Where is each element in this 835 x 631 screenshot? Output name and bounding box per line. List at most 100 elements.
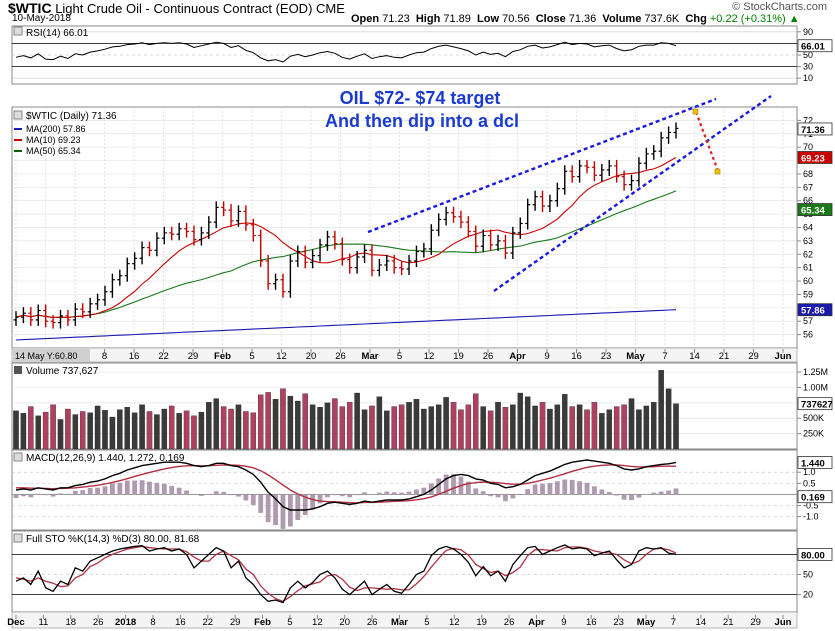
bottom-xaxis-label: 16 bbox=[586, 617, 597, 628]
rsi-last-tag-box bbox=[797, 39, 833, 53]
open-value: 71.23 bbox=[382, 13, 410, 25]
macd-histogram-bar bbox=[21, 494, 26, 497]
macd-histogram-bar bbox=[310, 494, 316, 510]
price-legend: $WTIC (Daily) 71.36 bbox=[26, 111, 117, 122]
volume-bar bbox=[257, 394, 264, 450]
bottom-xaxis-label: 11 bbox=[38, 617, 48, 628]
rsi-tick-label: 50 bbox=[803, 50, 813, 60]
macd-histogram-bar bbox=[28, 494, 34, 498]
price-xaxis-label: 8 bbox=[102, 351, 107, 362]
volume-bar bbox=[458, 409, 464, 450]
macd-histogram-bar bbox=[117, 482, 123, 495]
price-xaxis-label: 26 bbox=[335, 351, 346, 362]
volume-bar bbox=[569, 406, 575, 450]
price-xaxis-label: 29 bbox=[748, 351, 759, 362]
volume-bar bbox=[243, 411, 249, 450]
bottom-xaxis-label: Mar bbox=[391, 617, 408, 628]
ma50-line bbox=[15, 190, 677, 319]
open-label: Open bbox=[351, 13, 380, 25]
macd-histogram-bar bbox=[562, 479, 568, 495]
price-xaxis-label: Feb bbox=[214, 351, 231, 362]
price-xaxis-label: 29 bbox=[188, 351, 199, 362]
macd-histogram-bar bbox=[651, 492, 657, 495]
volume-bar bbox=[532, 405, 538, 450]
volume-bar bbox=[510, 404, 516, 450]
price-xaxis-label: 12 bbox=[424, 351, 435, 362]
price-xaxis-label: 20 bbox=[306, 351, 317, 362]
rsi-legend: RSI(14) 66.01 bbox=[26, 28, 89, 39]
volume-bar bbox=[591, 402, 598, 450]
volume-value: 737.6K bbox=[644, 13, 680, 25]
macd-histogram-bar bbox=[169, 485, 175, 495]
volume-bar bbox=[606, 409, 613, 450]
sto-k-line bbox=[15, 544, 677, 604]
volume-bar bbox=[295, 400, 301, 450]
macd-histogram-bar bbox=[50, 494, 56, 497]
macd-histogram-bar bbox=[606, 491, 612, 495]
volume-bar bbox=[339, 406, 346, 450]
macd-histogram-bar bbox=[592, 486, 597, 495]
chart-date: 10-May-2018 bbox=[12, 13, 71, 24]
volume-bar bbox=[176, 413, 182, 450]
bottom-xaxis-label: 7 bbox=[671, 617, 676, 628]
projected-dip-line bbox=[694, 111, 720, 172]
macd-histogram-bar bbox=[124, 480, 130, 495]
macd-histogram-bar bbox=[376, 492, 382, 495]
macd-histogram-bar bbox=[110, 483, 115, 495]
rsi-last-tag: 66.01 bbox=[801, 42, 825, 53]
macd-histogram-bar bbox=[280, 494, 286, 529]
target-marker bbox=[692, 108, 699, 115]
macd-histogram-bar bbox=[666, 490, 671, 495]
volume-bar bbox=[213, 398, 219, 450]
macd-last-tag: 1.440 bbox=[801, 458, 825, 469]
macd-histogram-bar bbox=[451, 474, 456, 495]
macd-histogram-bar bbox=[599, 489, 605, 495]
ma10-line bbox=[15, 157, 677, 319]
bottom-xaxis-label: 22 bbox=[202, 617, 213, 628]
volume-bar bbox=[643, 405, 650, 450]
volume-bar bbox=[443, 397, 449, 450]
macd-histogram-bar bbox=[332, 494, 338, 496]
bottom-xaxis-label: May bbox=[637, 617, 656, 628]
price-tag-1: 69.23 bbox=[801, 153, 825, 164]
bottom-xaxis-label: Jun bbox=[775, 617, 792, 628]
macd-histogram-bar bbox=[554, 481, 560, 495]
macd-histogram-bar bbox=[102, 486, 108, 495]
volume-bar bbox=[384, 410, 390, 450]
macd-histogram-bar bbox=[35, 493, 41, 495]
macd-histogram-bar bbox=[13, 494, 19, 498]
macd-histogram-bar bbox=[525, 489, 531, 495]
volume-bar bbox=[628, 398, 635, 450]
volume-tick-label: 500K bbox=[803, 413, 824, 423]
macd-histogram-bar bbox=[465, 481, 471, 495]
macd-histogram-bar bbox=[354, 494, 360, 496]
macd-histogram-bar bbox=[87, 488, 93, 495]
volume-bar bbox=[487, 410, 494, 450]
macd-histogram-bar bbox=[43, 494, 49, 496]
volume-bar bbox=[154, 414, 160, 450]
ma-legend-2: MA(50) 65.34 bbox=[26, 146, 81, 156]
macd-histogram-bar bbox=[339, 494, 345, 497]
volume-bar bbox=[235, 404, 242, 450]
macd-histogram-bar bbox=[406, 491, 412, 495]
brand-watermark: © StockCharts.com bbox=[732, 1, 827, 13]
bottom-xaxis-label: 26 bbox=[367, 617, 378, 628]
macd-histogram-bar bbox=[443, 474, 449, 495]
volume-bar bbox=[20, 413, 27, 450]
macd-histogram-bar bbox=[161, 483, 167, 495]
price-tag-2: 65.34 bbox=[801, 206, 825, 217]
macd-histogram-bar bbox=[295, 494, 301, 521]
price-xaxis-label: 7 bbox=[662, 351, 667, 362]
chg-label: Chg bbox=[685, 13, 707, 25]
volume-bar bbox=[102, 410, 108, 450]
volume-bar bbox=[317, 407, 323, 450]
bottom-xaxis-label: 29 bbox=[230, 617, 241, 628]
chg-value: +0.22 (+0.31%) bbox=[709, 13, 786, 25]
ma200-line bbox=[15, 309, 677, 341]
macd-histogram-bar bbox=[250, 494, 256, 506]
volume-bar bbox=[309, 404, 316, 450]
volume-bar bbox=[198, 411, 205, 450]
sto-tick-label: 20 bbox=[803, 590, 813, 600]
macd-histogram-bar bbox=[532, 484, 538, 495]
volume-bar bbox=[413, 399, 420, 450]
